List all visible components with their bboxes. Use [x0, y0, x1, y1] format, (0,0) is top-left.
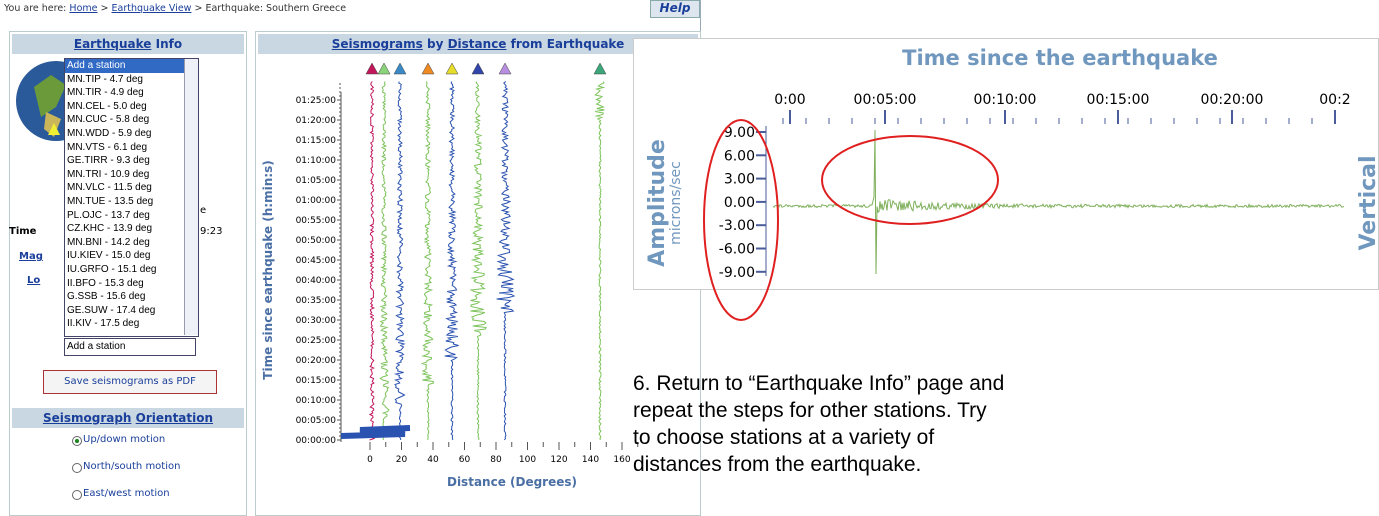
seismogram-trace [445, 82, 459, 441]
y-tick-label: 01:00:00 [296, 196, 337, 206]
x-tick-label: 40 [427, 455, 439, 465]
y-tick-label: -3.00 [719, 218, 755, 234]
y-axis-label: Amplitude [645, 139, 670, 267]
y-tick-label: -6.00 [719, 242, 755, 258]
x-tick-label: 80 [490, 455, 502, 465]
y-tick-label: 01:25:00 [296, 96, 337, 106]
x-tick-label: 140 [582, 455, 599, 465]
x-tick-label: 0:00 [774, 92, 805, 108]
y-tick-label: 00:10:00 [296, 396, 337, 406]
y-tick-label: 00:30:00 [296, 316, 337, 326]
y-tick-label: 00:25:00 [296, 336, 337, 346]
instruction-line: repeat the steps for other stations. Try [633, 397, 1004, 424]
seismogram-plot: 00:00:00 00:05:00 00:10:00 00:15:00 00:20:00… [0, 0, 700, 514]
x-tick-label: 00:20:00 [1201, 92, 1264, 108]
station-triangle [394, 63, 406, 74]
page: You are here: Home > Earthquake View > E… [0, 0, 1379, 514]
x-tick-label: 00:05:00 [854, 92, 917, 108]
station-triangle [472, 63, 484, 74]
x-tick-label: 120 [550, 455, 567, 465]
y-tick-label: 6.00 [724, 148, 755, 164]
zoom-title: Time since the earthquake [902, 46, 1218, 70]
instruction-line: to choose stations at a variety of [633, 424, 1004, 451]
x-tick-label: 60 [459, 455, 471, 465]
station-triangle [378, 63, 390, 74]
x-tick-label: 0 [367, 455, 373, 465]
seismogram-trace [370, 82, 375, 441]
y-tick-label: 00:15:00 [296, 376, 337, 386]
y-tick-label: -9.00 [719, 265, 755, 281]
seismogram-trace [470, 82, 486, 441]
seismogram-trace [380, 82, 389, 441]
instruction-line: distances from the earthquake. [633, 451, 1004, 478]
y-tick-label: 00:20:00 [296, 356, 337, 366]
y-unit: microns/sec [668, 161, 684, 245]
y-tick-label: 01:20:00 [296, 116, 337, 126]
app-frame: You are here: Home > Earthquake View > E… [0, 0, 701, 514]
y-axis-label: Time since earthquake (h:min:s) [261, 160, 275, 379]
y-tick-label: 01:05:00 [296, 176, 337, 186]
y-tick-label: 00:45:00 [296, 256, 337, 266]
station-triangle [422, 63, 434, 74]
x-axis-label: Distance (Degrees) [447, 475, 577, 489]
x-tick-label: 100 [519, 455, 536, 465]
y-tick-label: 00:55:00 [296, 216, 337, 226]
y-tick-label: 00:00:00 [296, 436, 337, 446]
y-tick-label: 00:35:00 [296, 296, 337, 306]
x-tick-label: 20 [396, 455, 408, 465]
y-tick-label: 00:05:00 [296, 416, 337, 426]
seismogram-trace [395, 82, 405, 441]
seismogram-trace [497, 82, 514, 441]
seismogram-trace [595, 82, 604, 441]
station-triangle [366, 63, 378, 74]
x-tick-label: 160 [613, 455, 630, 465]
y-tick-label: 00:50:00 [296, 236, 337, 246]
y-tick-label: 01:10:00 [296, 156, 337, 166]
x-tick-label: 00:10:00 [974, 92, 1037, 108]
y-tick-label: 0.00 [724, 195, 755, 211]
seismogram-trace [422, 82, 433, 441]
x-tick-label: 00:2 [1319, 92, 1350, 108]
y-tick-label: 9.00 [724, 125, 755, 141]
x-tick-label: 00:15:00 [1087, 92, 1150, 108]
station-triangle [446, 63, 458, 74]
station-triangle [594, 63, 606, 74]
zoom-view: Time since the earthquake 0:00 00:05:00 00:… [633, 38, 1379, 290]
y-tick-label: 01:15:00 [296, 136, 337, 146]
seismogram-trace [341, 428, 410, 436]
station-triangle [499, 63, 511, 74]
component-label: Vertical [1356, 155, 1379, 250]
y-tick-label: 3.00 [724, 172, 755, 188]
y-tick-label: 00:40:00 [296, 276, 337, 286]
instruction-line: 6. Return to “Earthquake Info” page and [633, 370, 1004, 397]
